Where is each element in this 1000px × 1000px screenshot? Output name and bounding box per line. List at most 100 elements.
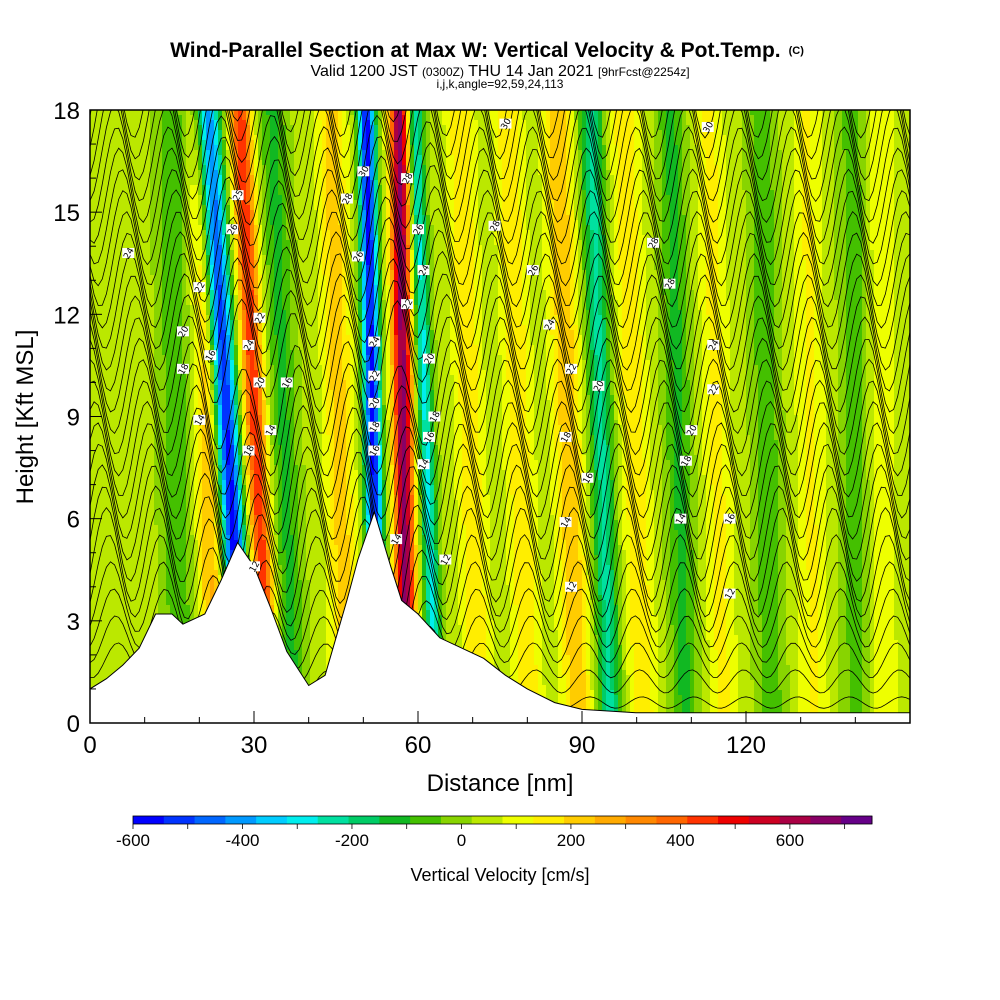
field-cell	[242, 110, 247, 116]
field-cell	[578, 155, 583, 161]
field-cell	[510, 220, 515, 226]
field-cell	[678, 175, 683, 181]
field-cell	[710, 140, 715, 146]
field-cell	[434, 110, 439, 116]
field-cell	[818, 175, 823, 181]
field-cell	[230, 170, 235, 176]
field-cell	[706, 195, 711, 201]
field-cell	[762, 205, 767, 211]
field-cell	[794, 225, 799, 231]
field-cell	[354, 135, 359, 141]
field-cell	[194, 155, 199, 161]
field-cell	[426, 155, 431, 161]
field-cell	[390, 120, 395, 126]
field-cell	[322, 120, 327, 126]
field-cell	[274, 220, 279, 226]
field-cell	[870, 115, 875, 121]
field-cell	[742, 110, 747, 116]
field-cell	[242, 185, 247, 191]
field-cell	[630, 145, 635, 151]
field-cell	[750, 155, 755, 161]
field-cell	[766, 145, 771, 151]
field-cell	[218, 200, 223, 206]
field-cell	[634, 225, 639, 231]
field-cell	[150, 220, 155, 226]
field-cell	[234, 155, 239, 161]
field-cell	[778, 125, 783, 131]
field-cell	[630, 115, 635, 121]
field-cell	[518, 215, 523, 221]
field-cell	[898, 215, 903, 221]
field-cell	[458, 225, 463, 231]
field-cell	[570, 150, 575, 156]
field-cell	[354, 165, 359, 171]
field-cell	[218, 130, 223, 136]
field-cell	[462, 170, 467, 176]
field-cell	[470, 225, 475, 231]
field-cell	[490, 115, 495, 121]
field-cell	[486, 115, 491, 121]
field-cell	[826, 225, 831, 231]
field-cell	[406, 145, 411, 151]
field-cell	[682, 200, 687, 206]
field-cell	[538, 175, 543, 181]
field-cell	[658, 155, 663, 161]
field-cell	[294, 150, 299, 156]
field-cell	[602, 140, 607, 146]
field-cell	[146, 140, 151, 146]
field-cell	[646, 220, 651, 226]
field-cell	[458, 170, 463, 176]
field-cell	[366, 210, 371, 216]
field-cell	[546, 165, 551, 171]
field-cell	[510, 185, 515, 191]
field-cell	[642, 175, 647, 181]
field-cell	[734, 145, 739, 151]
field-cell	[242, 115, 247, 121]
field-cell	[150, 140, 155, 146]
field-cell	[402, 225, 407, 231]
field-cell	[802, 195, 807, 201]
field-cell	[378, 170, 383, 176]
field-cell	[350, 225, 355, 231]
field-cell	[158, 225, 163, 231]
field-cell	[186, 220, 191, 226]
field-cell	[374, 230, 379, 236]
field-cell	[778, 135, 783, 141]
field-cell	[394, 170, 399, 176]
field-cell	[894, 130, 899, 136]
field-cell	[706, 135, 711, 141]
field-cell	[906, 170, 910, 176]
field-cell	[826, 210, 831, 216]
field-cell	[462, 145, 467, 151]
field-cell	[734, 120, 739, 126]
field-cell	[294, 160, 299, 166]
field-cell	[490, 210, 495, 216]
field-cell	[606, 115, 611, 121]
field-cell	[358, 140, 363, 146]
field-cell	[694, 180, 699, 186]
field-cell	[246, 205, 251, 211]
field-cell	[758, 155, 763, 161]
field-cell	[514, 110, 519, 116]
field-cell	[382, 165, 387, 171]
field-cell	[770, 160, 775, 166]
field-cell	[850, 145, 855, 151]
field-cell	[582, 185, 587, 191]
field-cell	[310, 160, 315, 166]
field-cell	[878, 140, 883, 146]
field-cell	[454, 205, 459, 211]
field-cell	[306, 205, 311, 211]
field-cell	[710, 190, 715, 196]
field-cell	[710, 215, 715, 221]
field-cell	[882, 185, 887, 191]
field-cell	[206, 215, 211, 221]
field-cell	[866, 185, 871, 191]
field-cell	[458, 200, 463, 206]
field-cell	[94, 230, 99, 236]
field-cell	[714, 150, 719, 156]
field-cell	[414, 220, 419, 226]
field-cell	[450, 130, 455, 136]
field-cell	[766, 140, 771, 146]
field-cell	[302, 115, 307, 121]
field-cell	[142, 150, 147, 156]
